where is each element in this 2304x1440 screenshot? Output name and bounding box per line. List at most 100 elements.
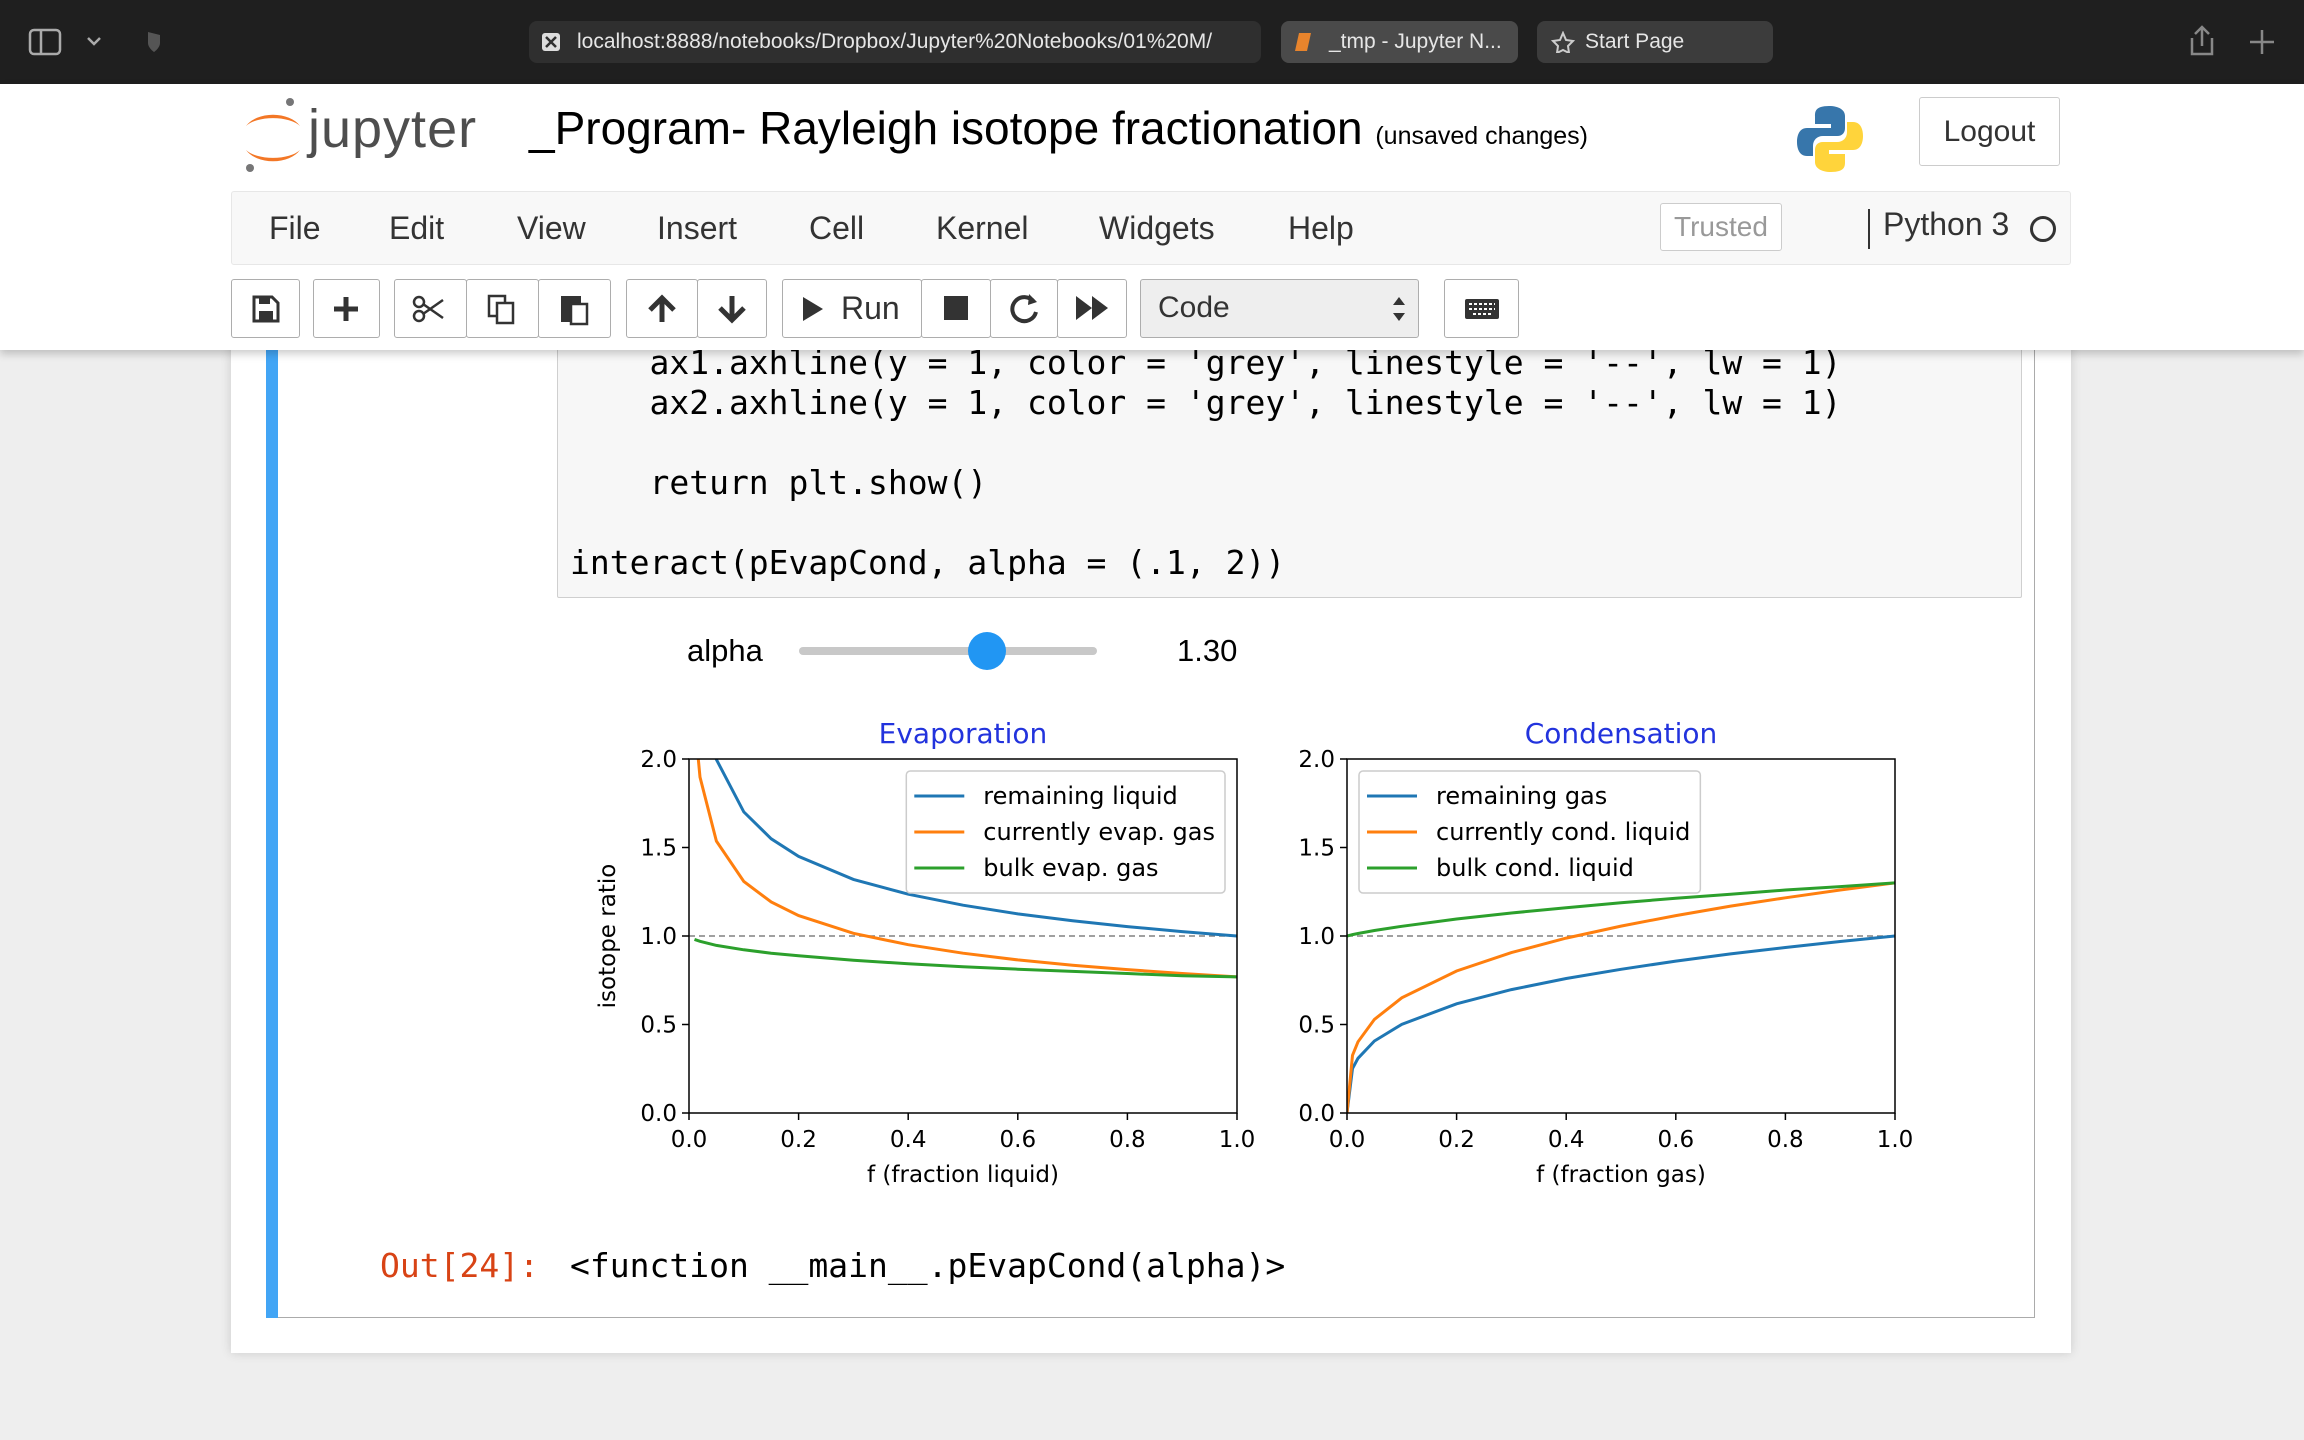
menu-item[interactable]: Help bbox=[1288, 210, 1354, 246]
slider-value: 1.30 bbox=[1177, 633, 1238, 668]
output-prompt: Out[24]: bbox=[380, 1246, 539, 1285]
slider-label: alpha bbox=[687, 633, 763, 668]
x-tick-label: 0.4 bbox=[1548, 1127, 1585, 1153]
series-line bbox=[1347, 881, 1895, 1113]
legend-label: remaining gas bbox=[1436, 782, 1607, 810]
y-tick-label: 2.0 bbox=[1298, 747, 1335, 773]
tab-close[interactable] bbox=[541, 32, 561, 52]
legend-box bbox=[1358, 770, 1702, 894]
series-line bbox=[1347, 881, 1895, 938]
icon bbox=[561, 296, 589, 326]
plot-frame bbox=[1346, 758, 1896, 1114]
series-line bbox=[714, 759, 1237, 938]
slider-handle[interactable] bbox=[968, 632, 1007, 670]
move-down-button[interactable] bbox=[697, 279, 767, 338]
icon bbox=[648, 294, 676, 322]
menu-item[interactable]: Insert bbox=[657, 210, 738, 246]
cell-type-select[interactable]: Code bbox=[1140, 279, 1419, 338]
x-tick-label: 0.4 bbox=[890, 1127, 927, 1153]
chart-title: Evaporation bbox=[879, 717, 1048, 750]
icon bbox=[1465, 299, 1499, 319]
restart-button[interactable] bbox=[990, 279, 1058, 338]
add-button[interactable] bbox=[313, 279, 380, 338]
icon bbox=[718, 296, 746, 324]
icon bbox=[252, 295, 280, 323]
paste-button[interactable] bbox=[538, 279, 611, 338]
menu-item[interactable]: View bbox=[517, 210, 586, 246]
tab[interactable]: localhost:8888/notebooks/Dropbox/Jupyter… bbox=[529, 21, 1261, 63]
sidebar-icon[interactable] bbox=[28, 28, 168, 56]
x-tick-label: 0.8 bbox=[1109, 1127, 1146, 1153]
notebook-title[interactable]: _Program- Rayleigh isotope fractionation… bbox=[529, 101, 1588, 155]
menu-item[interactable]: Widgets bbox=[1099, 210, 1215, 246]
legend-label: bulk cond. liquid bbox=[1436, 854, 1634, 882]
cut-button[interactable] bbox=[394, 279, 467, 338]
x-tick-label: 0.6 bbox=[1000, 1127, 1037, 1153]
chart-title: Condensation bbox=[1525, 717, 1718, 750]
save-button[interactable] bbox=[231, 279, 300, 338]
y-axis-label: isotope ratio bbox=[595, 864, 621, 1009]
legend-label: bulk evap. gas bbox=[983, 854, 1158, 882]
icon bbox=[1393, 297, 1405, 321]
series-line bbox=[696, 759, 1237, 979]
x-axis-label: f (fraction liquid) bbox=[867, 1162, 1059, 1188]
series-line bbox=[694, 937, 1237, 979]
run-label[interactable]: Run bbox=[841, 290, 900, 326]
x-tick-label: 1.0 bbox=[1877, 1127, 1914, 1153]
y-tick-label: 1.0 bbox=[640, 924, 677, 950]
legend: remaining liquid currently evap. gas bulk … bbox=[905, 770, 1226, 894]
keyboard-button[interactable] bbox=[1444, 279, 1519, 338]
code-line: interact(pEvapCond, alpha = (.1, 2)) bbox=[570, 543, 1286, 582]
slider-track[interactable] bbox=[799, 647, 1097, 655]
run-button[interactable]: Run bbox=[782, 279, 922, 338]
kernel-name[interactable]: Python 3 bbox=[1883, 206, 2010, 242]
jupyter-logo[interactable]: jupyter bbox=[308, 99, 478, 159]
title-text[interactable]: _Program- Rayleigh isotope fractionation bbox=[529, 102, 1363, 154]
cell-type-label[interactable]: Code bbox=[1158, 291, 1230, 324]
menu-item[interactable]: File bbox=[269, 210, 321, 246]
legend: remaining gas currently cond. liquid bulk … bbox=[1358, 770, 1702, 894]
copy-button[interactable] bbox=[466, 279, 539, 338]
x-tick-label: 0.0 bbox=[671, 1127, 708, 1153]
restart-run-button[interactable] bbox=[1057, 279, 1127, 338]
tab[interactable]: _tmp - Jupyter N... bbox=[1281, 21, 1518, 63]
menu-item[interactable]: Kernel bbox=[936, 210, 1029, 246]
legend-label: currently evap. gas bbox=[983, 818, 1215, 846]
y-tick-label: 2.0 bbox=[640, 747, 677, 773]
y-tick-label: 1.5 bbox=[1298, 836, 1335, 862]
logout-button[interactable]: Logout bbox=[1919, 97, 2060, 166]
icon bbox=[803, 297, 823, 321]
y-tick-label: 0.5 bbox=[1298, 1013, 1335, 1039]
python-logo bbox=[1797, 106, 1863, 172]
y-tick-label: 1.5 bbox=[640, 836, 677, 862]
kernel-status bbox=[2030, 216, 2056, 242]
jupyter-logo-mark bbox=[246, 98, 300, 172]
move-up-button[interactable] bbox=[626, 279, 698, 338]
icon bbox=[412, 295, 444, 323]
x-tick-label: 0.0 bbox=[1329, 1127, 1366, 1153]
y-tick-label: 1.0 bbox=[1298, 924, 1335, 950]
y-tick-label: 0.0 bbox=[1298, 1101, 1335, 1127]
menu-item[interactable]: Edit bbox=[389, 210, 445, 246]
menu-item[interactable]: Cell bbox=[809, 210, 865, 246]
series-line bbox=[1347, 934, 1895, 1113]
y-tick-label: 0.0 bbox=[640, 1101, 677, 1127]
legend-label: currently cond. liquid bbox=[1436, 818, 1690, 846]
code-line: ax2.axhline(y = 1, color = 'grey', lines… bbox=[570, 383, 1842, 422]
browser-actions[interactable] bbox=[2186, 24, 2286, 58]
x-tick-label: 0.2 bbox=[1438, 1127, 1475, 1153]
interrupt-button[interactable] bbox=[921, 279, 991, 338]
separator bbox=[1868, 209, 1870, 249]
trusted-indicator[interactable]: Trusted bbox=[1660, 203, 1782, 251]
plot-frame bbox=[688, 758, 1238, 1114]
tab-icon bbox=[1295, 33, 1311, 51]
legend-box bbox=[905, 770, 1226, 894]
tab[interactable]: Start Page bbox=[1537, 21, 1773, 63]
save-status: (unsaved changes) bbox=[1375, 122, 1588, 150]
cell-selection-bar bbox=[266, 300, 278, 1318]
header-area: jupyter _Program- Rayleigh isotope fract… bbox=[0, 84, 2304, 350]
x-tick-label: 0.2 bbox=[780, 1127, 817, 1153]
output-text: <function __main__.pEvapCond(alpha)> bbox=[570, 1246, 1286, 1285]
